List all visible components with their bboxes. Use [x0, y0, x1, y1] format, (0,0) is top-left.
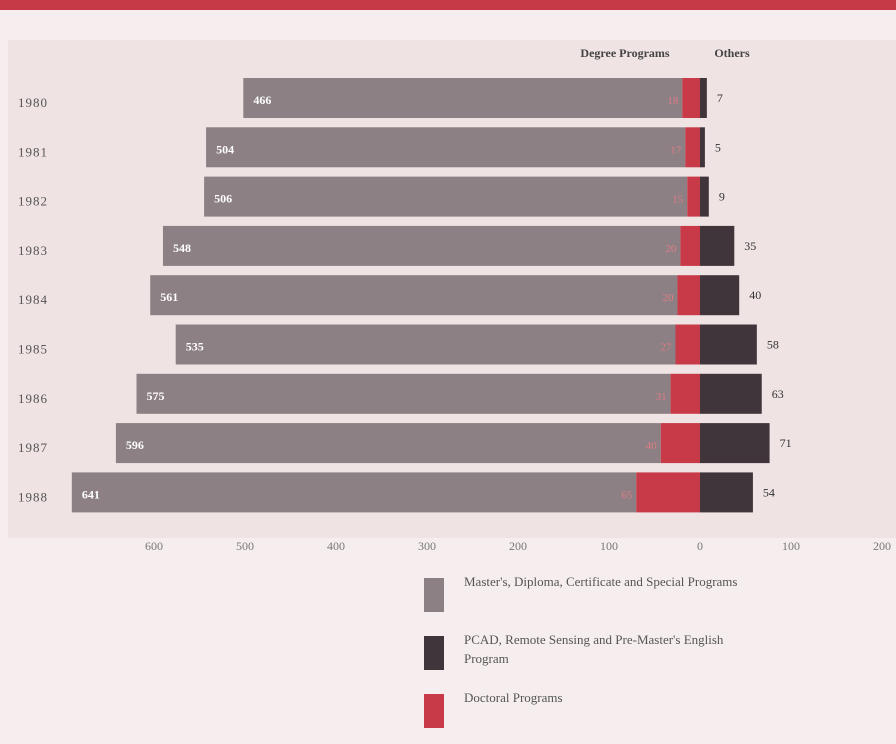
value-label-doctoral-1983: 20 — [665, 243, 677, 255]
year-label-1986: 1986 — [18, 391, 48, 406]
value-label-doctoral-1982: 15 — [672, 194, 684, 206]
value-label-pcad-1988: 54 — [763, 485, 775, 499]
axis-tick-4: 200 — [509, 539, 527, 553]
bar-pcad-1986 — [700, 373, 762, 414]
bar-masters-1983 — [162, 225, 681, 266]
bar-masters-1981 — [206, 127, 686, 168]
axis-tick-0: 600 — [145, 539, 163, 553]
value-label-masters-1980: 466 — [253, 93, 271, 107]
bar-doctoral-1985 — [675, 324, 700, 365]
legend-swatch-pcad — [424, 636, 444, 670]
bar-doctoral-1982 — [687, 176, 700, 217]
bar-pcad-1982 — [700, 176, 709, 217]
axis-tick-5: 100 — [600, 539, 618, 553]
value-label-doctoral-1986: 31 — [656, 391, 667, 403]
year-label-1985: 1985 — [18, 342, 48, 357]
legend-swatch-masters — [424, 578, 444, 612]
top-color-band — [0, 0, 896, 10]
value-label-masters-1983: 548 — [173, 241, 191, 255]
column-header-others: Others — [714, 46, 750, 60]
value-label-masters-1988: 641 — [82, 487, 100, 501]
value-label-doctoral-1981: 17 — [670, 144, 682, 156]
bar-pcad-1981 — [700, 127, 705, 168]
value-label-pcad-1980: 7 — [717, 91, 723, 105]
bar-masters-1985 — [175, 324, 676, 365]
year-label-1980: 1980 — [18, 95, 48, 110]
legend-item-pcad: PCAD, Remote Sensing and Pre-Master's En… — [424, 628, 824, 686]
legend-label-masters: Master's, Diploma, Certificate and Speci… — [464, 574, 738, 589]
legend-item-doctoral: Doctoral Programs — [424, 686, 824, 744]
year-label-1982: 1982 — [18, 194, 48, 209]
bar-masters-1988 — [71, 472, 637, 513]
column-header-degree-programs: Degree Programs — [580, 46, 670, 60]
bars-layer — [71, 78, 770, 513]
bar-masters-1986 — [136, 373, 671, 414]
legend: Master's, Diploma, Certificate and Speci… — [424, 570, 824, 744]
value-label-doctoral-1987: 40 — [646, 440, 658, 452]
labels-layer: 1980 466 18 7 1981 504 17 5 1982 506 15 9 1983 548 20 3… — [18, 91, 891, 553]
bar-masters-1987 — [115, 423, 661, 464]
bar-doctoral-1981 — [685, 127, 700, 168]
bar-masters-1982 — [204, 176, 688, 217]
bar-pcad-1983 — [700, 225, 735, 266]
axis-tick-8: 200 — [873, 539, 891, 553]
bar-doctoral-1988 — [636, 472, 700, 513]
value-label-masters-1987: 596 — [126, 438, 144, 452]
bar-doctoral-1983 — [680, 225, 700, 266]
value-label-masters-1984: 561 — [160, 290, 178, 304]
year-label-1984: 1984 — [18, 292, 48, 307]
value-label-masters-1986: 575 — [147, 389, 165, 403]
axis-tick-1: 500 — [236, 539, 254, 553]
axis-tick-7: 100 — [782, 539, 800, 553]
bar-masters-1980 — [243, 78, 683, 118]
value-label-pcad-1985: 58 — [767, 338, 779, 352]
value-label-doctoral-1985: 27 — [661, 342, 673, 354]
bar-doctoral-1984 — [677, 275, 700, 316]
axis-tick-6: 0 — [697, 539, 703, 553]
year-label-1983: 1983 — [18, 243, 48, 258]
year-label-1987: 1987 — [18, 440, 48, 455]
value-label-doctoral-1980: 18 — [667, 95, 679, 107]
value-label-doctoral-1984: 20 — [662, 292, 674, 304]
bar-doctoral-1986 — [670, 373, 700, 414]
value-label-masters-1982: 506 — [214, 192, 232, 206]
bar-pcad-1984 — [700, 275, 740, 316]
value-label-pcad-1983: 35 — [744, 239, 756, 253]
year-label-1981: 1981 — [18, 144, 48, 159]
bar-pcad-1980 — [700, 78, 707, 118]
bar-doctoral-1987 — [660, 423, 700, 464]
bar-pcad-1985 — [700, 324, 757, 365]
bar-masters-1984 — [150, 275, 678, 316]
value-label-masters-1985: 535 — [186, 340, 204, 354]
value-label-pcad-1984: 40 — [749, 288, 761, 302]
value-label-pcad-1986: 63 — [772, 387, 784, 401]
bar-pcad-1988 — [700, 472, 753, 513]
axis-tick-3: 300 — [418, 539, 436, 553]
legend-item-masters: Master's, Diploma, Certificate and Speci… — [424, 570, 824, 628]
legend-label-doctoral: Doctoral Programs — [464, 690, 563, 705]
value-label-doctoral-1988: 65 — [621, 489, 633, 501]
legend-swatch-doctoral — [424, 694, 444, 728]
legend-label-pcad: PCAD, Remote Sensing and Pre-Master's En… — [464, 632, 724, 666]
value-label-masters-1981: 504 — [216, 142, 234, 156]
bar-doctoral-1980 — [682, 78, 700, 118]
axis-tick-2: 400 — [327, 539, 345, 553]
value-label-pcad-1982: 9 — [719, 190, 725, 204]
value-label-pcad-1987: 71 — [780, 436, 792, 450]
year-label-1988: 1988 — [18, 489, 48, 504]
bar-pcad-1987 — [700, 423, 770, 464]
value-label-pcad-1981: 5 — [715, 140, 721, 154]
